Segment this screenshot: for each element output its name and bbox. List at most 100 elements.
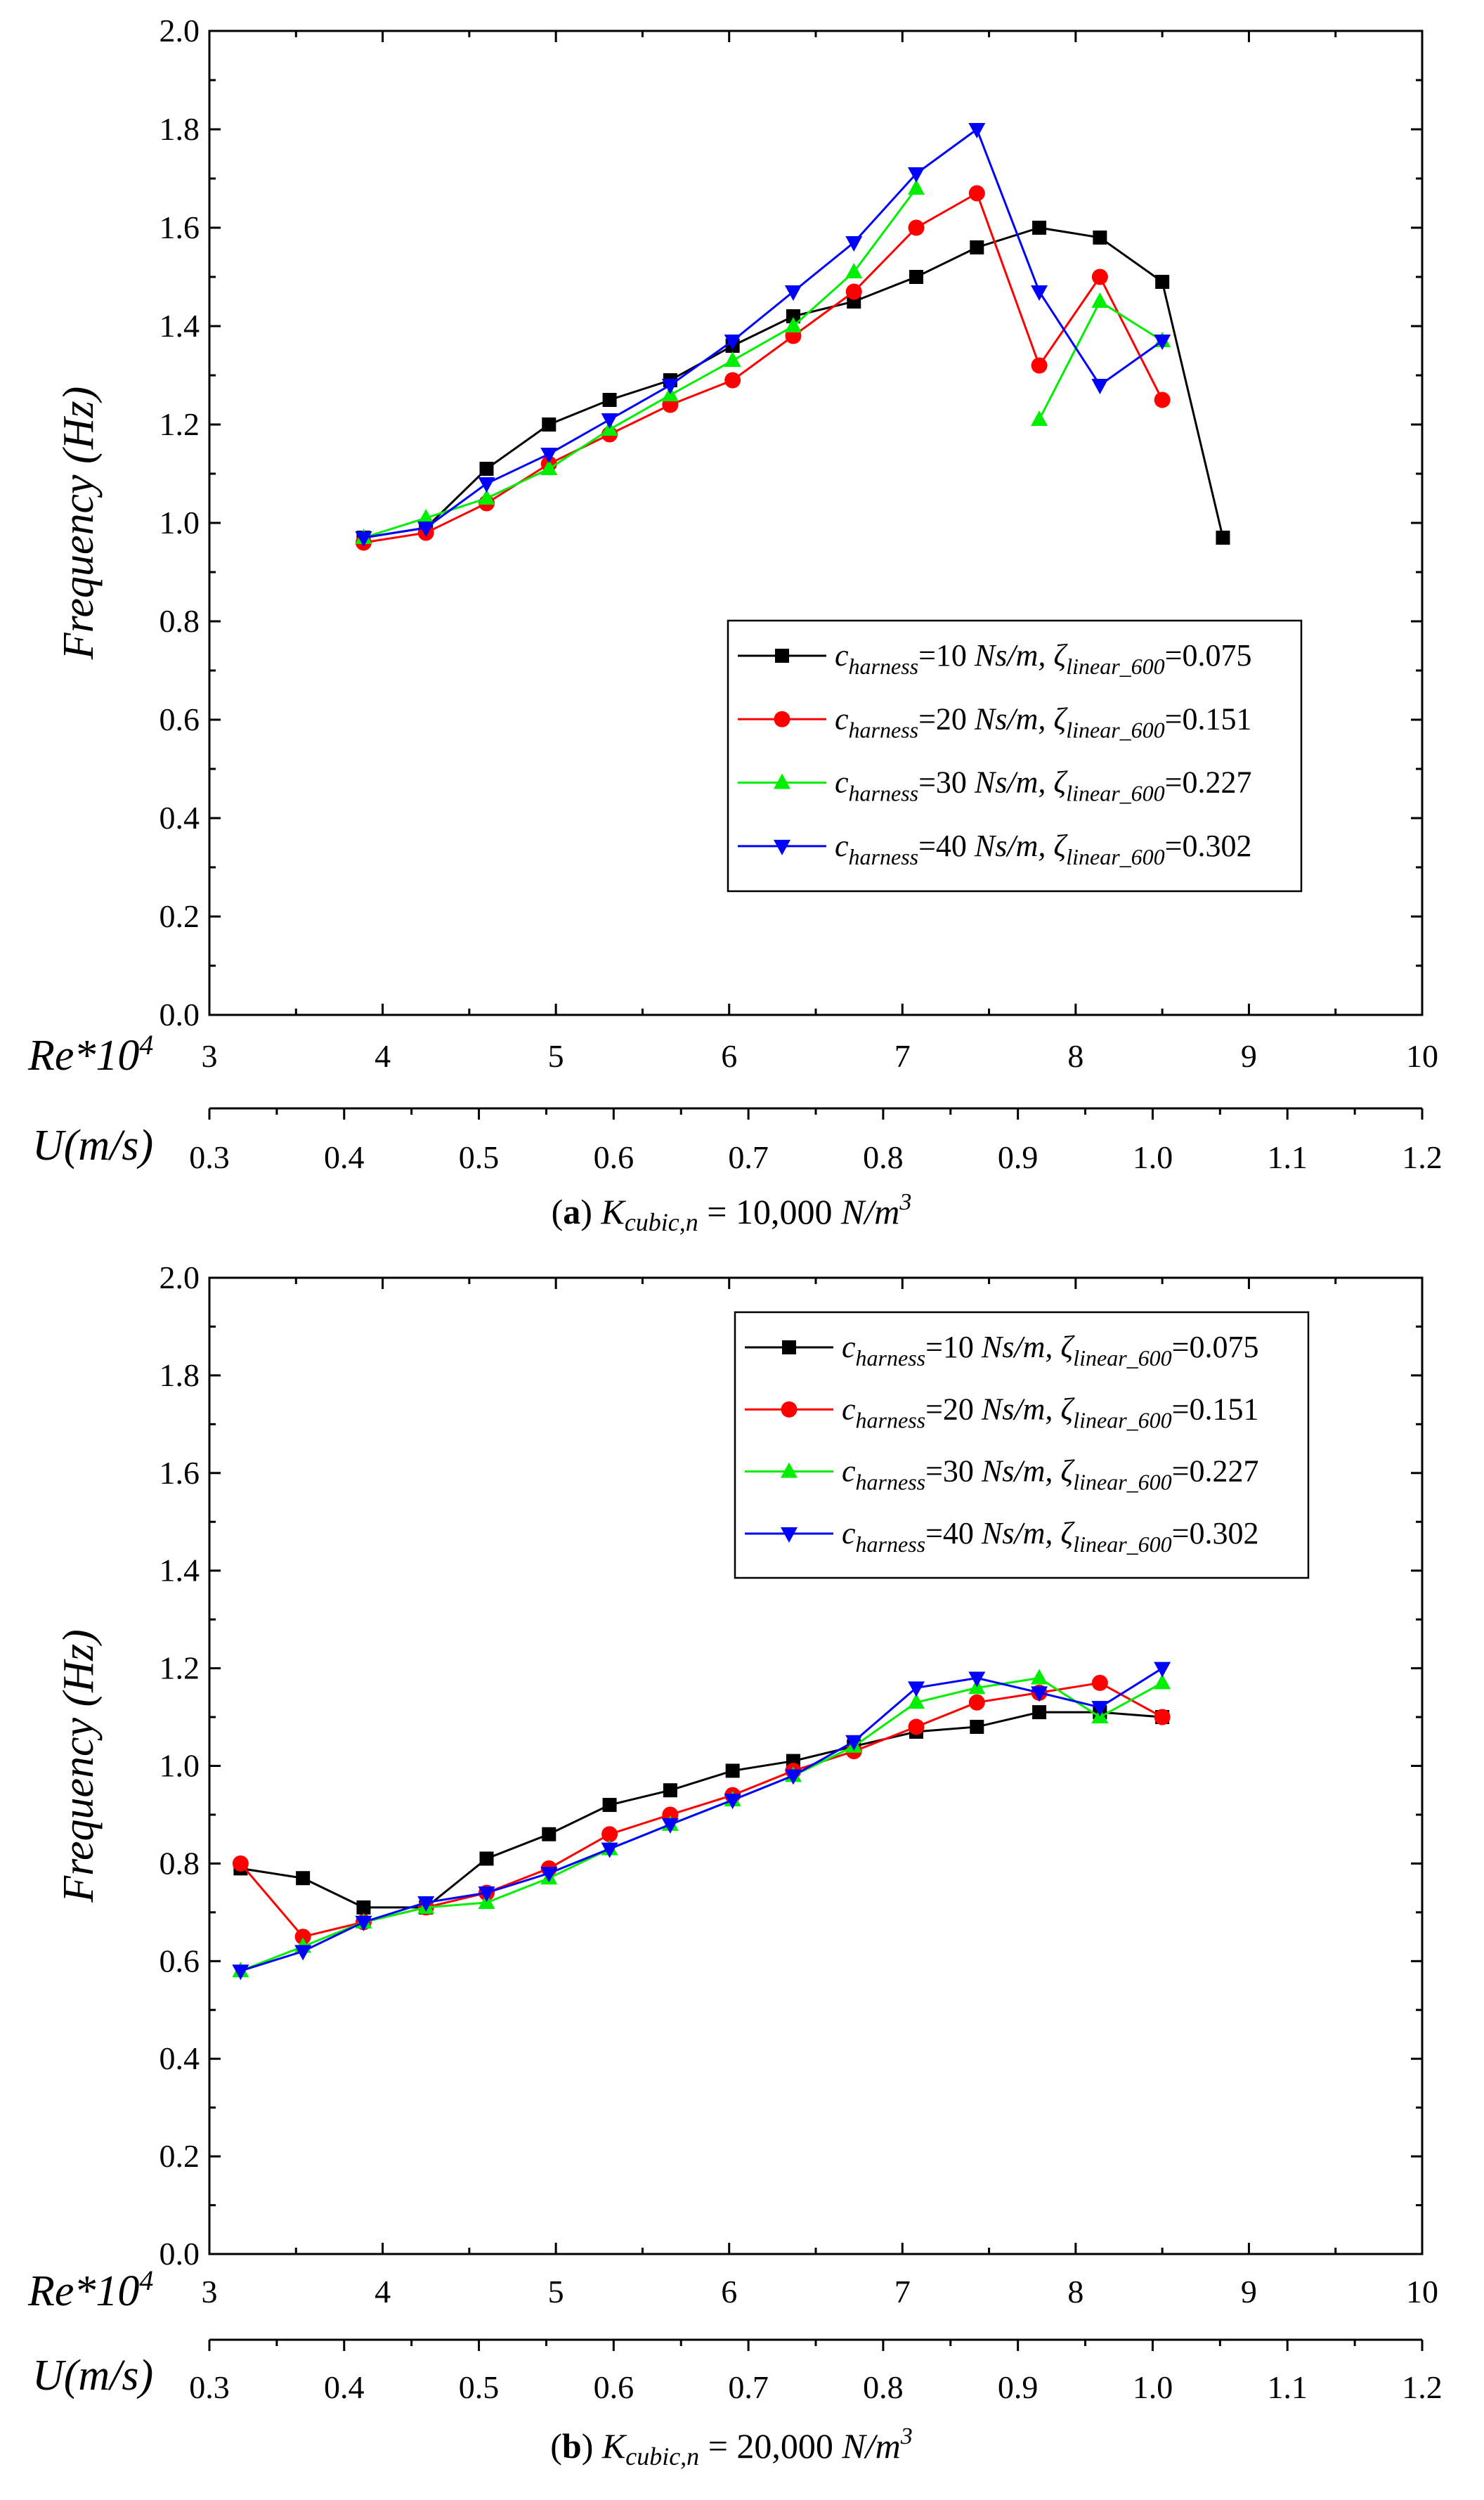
y-tick-label: 0.6: [160, 1943, 200, 1978]
legend: charness=10 Ns/m, ζlinear_600=0.075charn…: [734, 1311, 1310, 1579]
series-2: [355, 185, 1171, 551]
chart-panel-a: 0.0 0.2 0.4 0.6 0.8 1.0 1.2 1.4 1.6 1.8 2.0 3 4 5 6 7 8 9…: [27, 13, 1443, 1236]
y-tick-label: 1.8: [160, 1357, 200, 1393]
u-tick-label: 0.7: [728, 1139, 769, 1175]
data-point: [845, 236, 863, 252]
x-tick-label: 3: [202, 1038, 218, 1074]
series-line: [240, 1711, 1163, 1909]
y-tick-label: 1.6: [160, 209, 200, 245]
legend-label: charness=40 Ns/m, ζlinear_600=0.302: [835, 829, 1251, 869]
data-point: [294, 1945, 312, 1961]
x-tick-label: 8: [1067, 1038, 1083, 1074]
data-point: [1155, 275, 1170, 289]
u-tick-label: 1.0: [1133, 2369, 1173, 2405]
u-tick-label: 0.8: [863, 2369, 904, 2405]
data-point: [540, 448, 558, 463]
legend-label: charness=40 Ns/m, ζlinear_600=0.302: [842, 1516, 1258, 1557]
data-point: [294, 1929, 311, 1945]
data-point: [845, 283, 862, 300]
y-tick-label: 1.4: [160, 308, 200, 344]
y-tick-label: 1.2: [160, 1650, 200, 1686]
y-tick-label: 1.2: [160, 406, 200, 442]
y-axis: 0.0 0.2 0.4 0.6 0.8 1.0 1.2 1.4 1.6 1.8 2.0: [160, 13, 1422, 1032]
y-tick-label: 0.0: [160, 997, 200, 1032]
data-point: [355, 1915, 372, 1931]
data-point: [663, 1783, 677, 1798]
y-tick-label: 0.6: [160, 701, 200, 737]
data-point: [1091, 1674, 1108, 1691]
data-point: [968, 123, 986, 138]
u-tick-label: 1.2: [1402, 1139, 1443, 1175]
data-point: [479, 462, 494, 476]
series-4: [355, 123, 1171, 547]
legend-label: charness=30 Ns/m, ζlinear_600=0.227: [835, 765, 1251, 806]
series-line: [240, 1667, 1163, 1972]
u-tick-label: 0.8: [863, 1139, 904, 1175]
data-point: [542, 1827, 556, 1841]
data-point: [724, 351, 741, 367]
data-point: [1031, 285, 1048, 301]
data-point: [1091, 268, 1108, 285]
data-point: [1154, 1673, 1171, 1690]
y-tick-label: 0.2: [160, 2138, 200, 2174]
u-tick-label: 0.4: [324, 1139, 365, 1175]
data-point: [968, 1671, 986, 1688]
data-point: [970, 1719, 984, 1734]
u-tick-label: 0.6: [594, 2369, 634, 2405]
x-tick-label: 5: [548, 2274, 564, 2310]
x-axis-title-re: Re*104: [27, 2265, 153, 2316]
y-axis: 0.0 0.2 0.4 0.6 0.8 1.0 1.2 1.4 1.6 1.8 2.0: [160, 1259, 1422, 2272]
y-tick-label: 1.0: [160, 1748, 200, 1784]
data-point: [542, 417, 556, 432]
data-point: [478, 1886, 495, 1903]
data-point: [774, 839, 790, 855]
y-tick-label: 0.8: [160, 603, 200, 639]
u-tick-label: 0.7: [728, 2369, 769, 2405]
data-point: [1154, 1662, 1171, 1678]
u-tick-label: 0.3: [189, 1139, 230, 1175]
data-point: [1032, 1705, 1047, 1720]
data-point: [355, 531, 372, 547]
y-axis-title: Frequency (Hz): [55, 387, 103, 660]
data-point: [1154, 1709, 1171, 1725]
data-point: [968, 185, 985, 202]
chart-panel-b: 0.0 0.2 0.4 0.6 0.8 1.0 1.2 1.4 1.6 1.8 2.0 3 4 5 6 7 8 9…: [27, 1259, 1443, 2470]
x-axis-u: 0.3 0.4 0.5 0.6 0.7 0.8 0.9 1.0 1.1 1.2: [189, 2338, 1443, 2405]
x-axis-title-u: U(m/s): [32, 1122, 153, 1170]
data-point: [774, 773, 790, 789]
legend: charness=10 Ns/m, ζlinear_600=0.075charn…: [727, 619, 1303, 893]
x-axis-title-u: U(m/s): [32, 2352, 153, 2399]
data-point: [540, 1867, 558, 1883]
series-line: [363, 188, 918, 539]
legend-label: charness=30 Ns/m, ζlinear_600=0.227: [842, 1454, 1258, 1495]
u-tick-label: 1.0: [1133, 1139, 1173, 1175]
data-point: [601, 1842, 618, 1858]
panel-caption: (b) Kcubic,n = 20,000 N/m3: [550, 2423, 913, 2470]
data-point: [478, 477, 495, 493]
x-tick-label: 9: [1241, 1038, 1257, 1074]
x-axis-title-re: Re*104: [27, 1029, 153, 1080]
u-tick-label: 0.4: [324, 2369, 365, 2405]
y-tick-label: 2.0: [160, 13, 200, 48]
data-point: [1031, 410, 1048, 426]
y-tick-label: 1.4: [160, 1553, 200, 1588]
data-point: [724, 372, 741, 389]
x-tick-label: 6: [721, 2274, 737, 2310]
data-point: [1031, 1686, 1048, 1702]
data-point: [970, 240, 984, 254]
data-point: [1216, 531, 1230, 545]
data-point: [602, 393, 617, 407]
data-point: [601, 413, 618, 429]
legend-label: charness=10 Ns/m, ζlinear_600=0.075: [842, 1330, 1258, 1371]
u-tick-label: 1.1: [1267, 1139, 1308, 1175]
y-tick-label: 0.4: [160, 2040, 200, 2076]
data-point: [602, 1798, 617, 1813]
u-tick-label: 0.9: [998, 2369, 1039, 2405]
data-point: [774, 711, 790, 727]
data-point: [540, 460, 558, 475]
data-point: [781, 1527, 798, 1543]
x-axis-re: 3 4 5 6 7 8 9 10: [202, 1278, 1438, 2310]
data-point: [781, 1401, 798, 1418]
x-tick-label: 3: [202, 2274, 218, 2310]
y-tick-label: 1.8: [160, 111, 200, 147]
